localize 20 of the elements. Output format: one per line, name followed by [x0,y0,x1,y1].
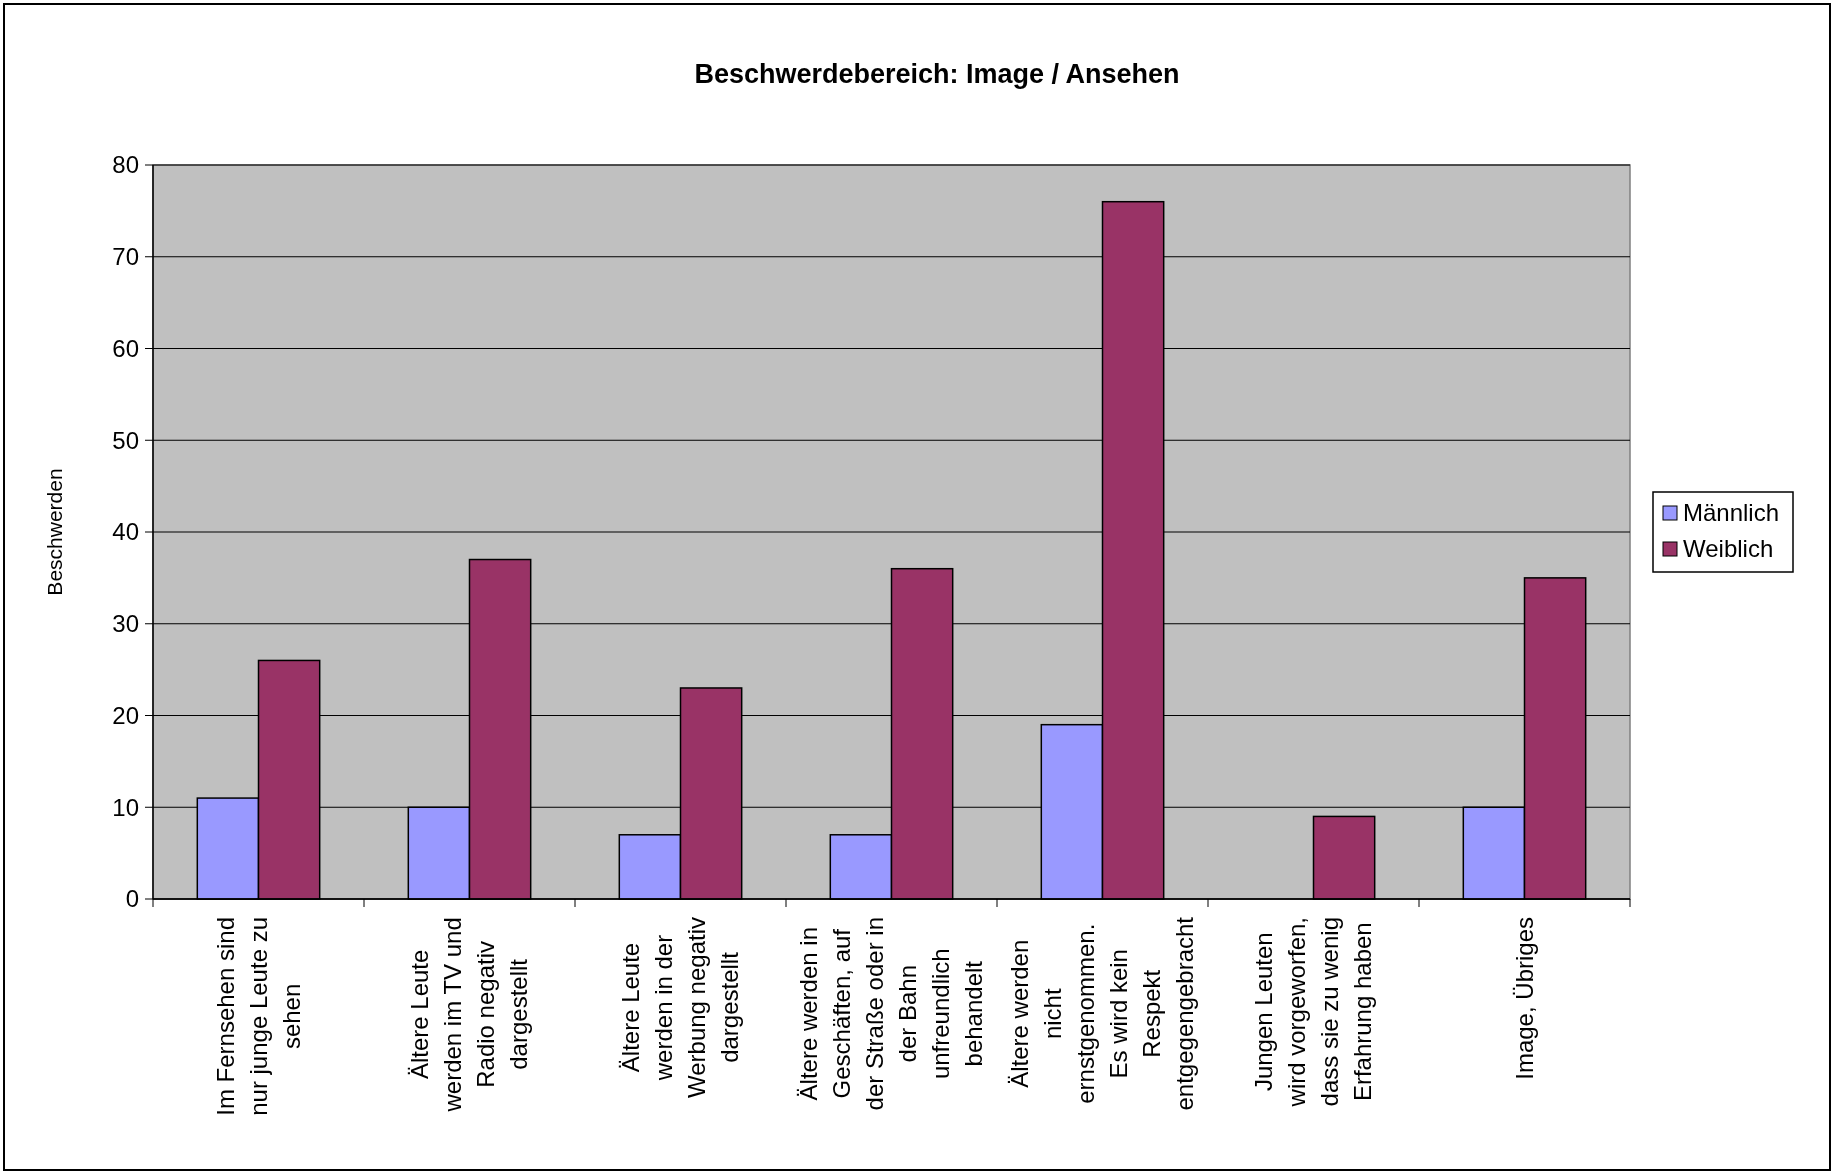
x-tick-label: Ältere Leute werden im TV und Radio negativ dargestellt [406,917,533,1113]
y-tick-label: 70 [112,243,139,271]
x-tick-label: Image, Übriges [1510,916,1538,1080]
y-tick-label: 20 [112,701,139,729]
y-tick-label: 50 [112,426,139,454]
legend-label: Weiblich [1683,535,1774,563]
y-tick-label: 10 [112,793,139,821]
y-tick-label: 0 [125,885,139,913]
x-tick-label: Im Fernsehen sind nur junge Leute zu sehen [211,917,305,1116]
x-tick-label: Ältere Leute werden in der Werbung negativ dargestellt [617,917,744,1099]
x-tick-label: Jungen Leuten wird vorgeworfen, dass sie zu wenig Erfahrung haben [1250,917,1377,1108]
y-axis-title: Beschwerden [43,468,66,596]
x-tick-label: Ältere werden in Geschäften, auf der Straße oder in der Bahn unfreundlich behandelt [795,917,988,1111]
y-tick-label: 30 [112,610,139,638]
chart-title: Beschwerdebereich: Image / Ansehen [694,59,1180,89]
y-tick-label: 80 [112,151,139,179]
x-tick-label: Ältere werden nicht ernstgenommen. Es wird kein Respekt entgegengebracht [1006,916,1199,1111]
legend-label: Männlich [1683,499,1780,527]
y-tick-label: 40 [112,518,139,546]
y-tick-label: 60 [112,334,139,362]
